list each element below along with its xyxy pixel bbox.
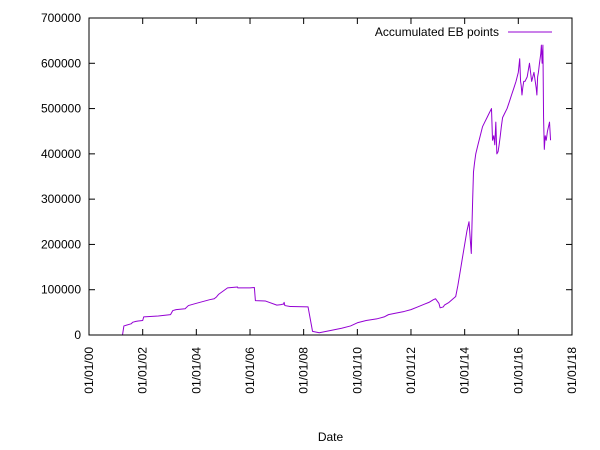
y-tick-label: 200000 [41,237,81,251]
x-axis-title: Date [318,430,344,444]
y-tick-label: 0 [74,328,81,342]
labels-layer: 0 100000 200000 300000 400000 500000 600000 700… [41,11,579,394]
y-tick-label: 600000 [41,56,81,70]
legend: Accumulated EB points [375,25,552,39]
x-tick-label: 01/01/16 [511,347,525,394]
legend-label: Accumulated EB points [375,25,499,39]
x-tick-label: 01/01/00 [82,347,96,394]
x-tick-label: 01/01/04 [189,347,203,394]
x-tick-label: 01/01/02 [136,347,150,394]
y-tick-label: 300000 [41,192,81,206]
x-tick-label: 01/01/18 [565,347,579,394]
x-tick-label: 01/01/06 [243,347,257,394]
x-tick-label: 01/01/14 [458,347,472,394]
x-tick-label: 01/01/12 [404,347,418,394]
y-tick-label: 500000 [41,102,81,116]
ticks-layer [88,17,573,336]
y-tick-label: 100000 [41,283,81,297]
y-tick-label: 700000 [41,11,81,25]
y-tick-label: 400000 [41,147,81,161]
series-line [122,44,552,336]
plot-frame [88,17,573,336]
x-tick-label: 01/01/10 [350,347,364,394]
series-layer [122,44,552,336]
x-tick-label: 01/01/08 [297,347,311,394]
